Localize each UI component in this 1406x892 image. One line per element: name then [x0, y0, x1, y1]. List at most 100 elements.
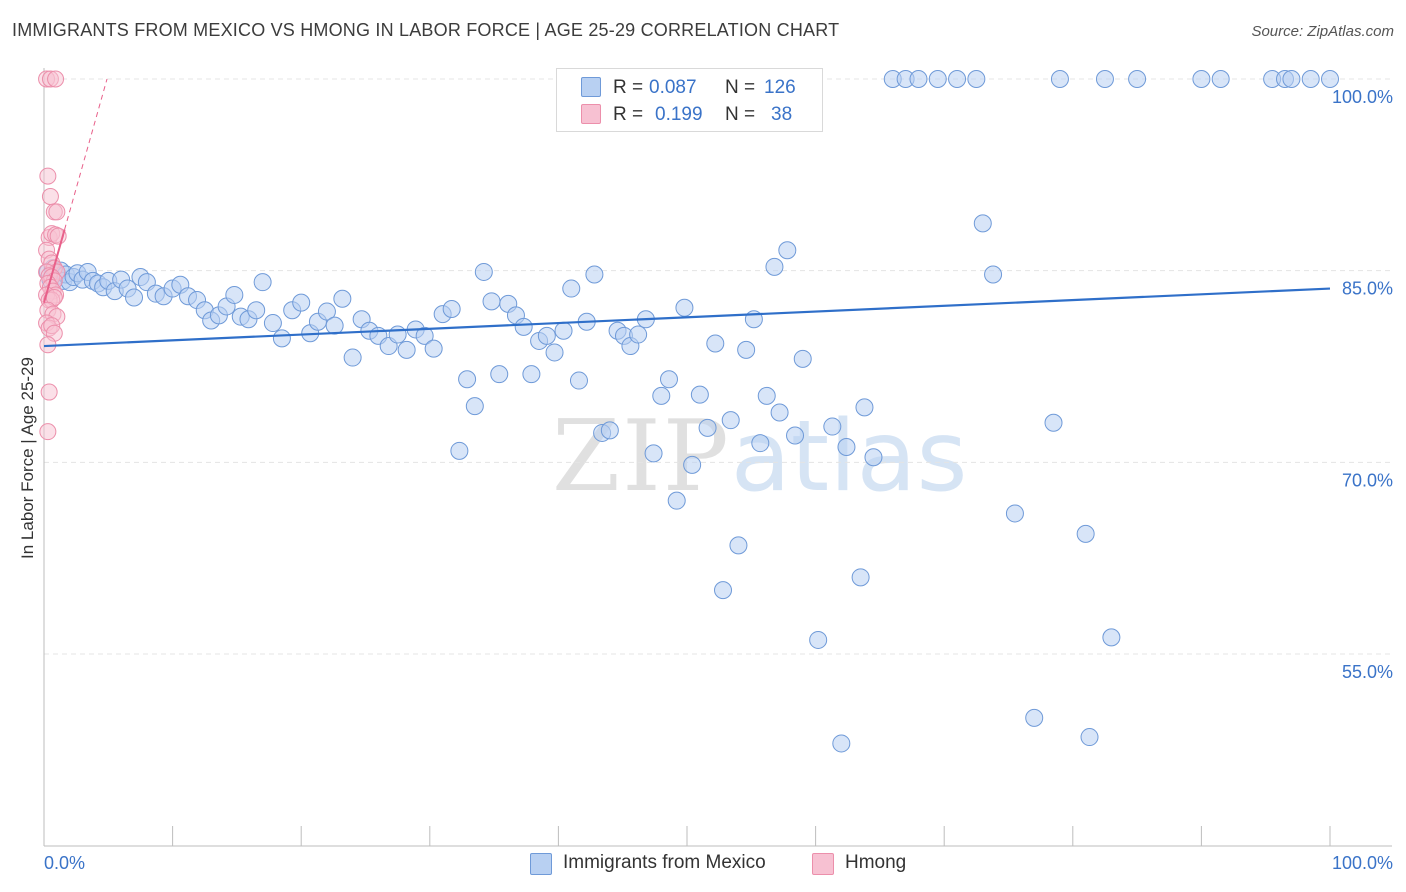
bottom-legend-swatch-mexico — [530, 853, 552, 875]
mexico-point — [928, 70, 947, 88]
y-tick-label: 100.0% — [1332, 87, 1393, 107]
hmong-point — [48, 203, 66, 221]
mexico-trend-line — [43, 287, 1331, 348]
mexico-point — [537, 326, 556, 345]
hmong-point — [41, 188, 59, 206]
tick-label-layer: 55.0% 70.0% 85.0% 100.0% 0.0% 100.0% — [44, 87, 1393, 873]
legend-n-value: 126 — [764, 77, 796, 98]
hmong-point — [39, 167, 57, 185]
mexico-point — [967, 70, 986, 88]
mexico-point — [823, 417, 842, 436]
mexico-point — [415, 326, 434, 345]
mexico-point — [253, 273, 272, 292]
y-axis-label: In Labor Force | Age 25-29 — [18, 357, 37, 559]
mexico-point — [272, 329, 291, 348]
bottom-legend-label-mexico: Immigrants from Mexico — [563, 852, 766, 873]
hmong-points — [38, 70, 67, 441]
mexico-point — [757, 386, 776, 405]
mexico-point — [397, 340, 416, 359]
mexico-point — [698, 418, 717, 437]
mexico-point — [292, 293, 311, 312]
mexico-point — [1211, 70, 1230, 88]
mexico-point — [263, 314, 282, 333]
mexico-point — [317, 302, 336, 321]
mexico-point — [629, 325, 648, 344]
bottom-legend-swatch-hmong — [812, 853, 834, 875]
mexico-point — [474, 262, 493, 281]
mexico-point — [786, 426, 805, 445]
legend-r-label: R = — [613, 104, 644, 125]
mexico-point — [770, 403, 789, 422]
mexico-point — [569, 371, 588, 390]
mexico-point — [1025, 708, 1044, 727]
mexico-point — [984, 265, 1003, 284]
source-credit: Source: ZipAtlas.com — [1251, 23, 1394, 40]
mexico-point — [851, 568, 870, 587]
mexico-point — [793, 349, 812, 368]
mexico-point — [832, 734, 851, 753]
mexico-point — [1095, 70, 1114, 88]
x-tick-label-max: 100.0% — [1332, 853, 1393, 873]
mexico-point — [1301, 70, 1320, 88]
mexico-point — [325, 316, 344, 335]
grid-layer — [44, 78, 1392, 655]
legend-swatch-mexico — [581, 77, 601, 97]
legend-r-value: 0.087 — [649, 77, 697, 98]
mexico-point — [424, 339, 443, 358]
mexico-point — [1282, 70, 1301, 88]
mexico-point — [490, 365, 509, 384]
mexico-point — [1321, 70, 1339, 88]
hmong-point — [40, 383, 58, 401]
mexico-point — [247, 301, 266, 320]
mexico-point — [514, 317, 533, 336]
mexico-point — [644, 444, 663, 463]
mexico-point — [751, 434, 770, 453]
mexico-point — [714, 581, 733, 600]
mexico-point — [442, 300, 461, 318]
mexico-point — [225, 285, 244, 304]
mexico-point — [1102, 628, 1121, 647]
mexico-point — [343, 348, 362, 367]
mexico-point — [1076, 524, 1095, 543]
mexico-point — [545, 343, 564, 362]
mexico-point — [659, 370, 678, 389]
legend-swatch-hmong — [581, 104, 601, 124]
hmong-point — [39, 423, 57, 441]
y-tick-label: 70.0% — [1342, 470, 1393, 490]
y-tick-label: 55.0% — [1342, 662, 1393, 682]
trend-layer — [43, 78, 1331, 348]
mexico-point — [909, 70, 928, 88]
mexico-point — [333, 289, 352, 308]
mexico-point — [683, 455, 702, 474]
mexico-point — [809, 630, 828, 649]
mexico-point — [585, 265, 604, 284]
mexico-points — [38, 70, 1339, 753]
legend-r-label: R = — [613, 77, 644, 98]
mexico-point — [973, 214, 992, 233]
chart-title: IMMIGRANTS FROM MEXICO VS HMONG IN LABOR… — [12, 20, 840, 40]
mexico-point — [465, 397, 484, 416]
mexico-point — [1005, 504, 1024, 523]
mexico-point — [600, 421, 619, 440]
legend-r-value: 0.199 — [655, 104, 703, 125]
mexico-point — [458, 370, 477, 389]
mexico-point — [1128, 70, 1147, 88]
mexico-point — [675, 298, 694, 317]
mexico-point — [522, 365, 541, 384]
x-tick-label-min: 0.0% — [44, 853, 85, 873]
mexico-point — [125, 288, 144, 307]
y-tick-label: 85.0% — [1342, 279, 1393, 299]
mexico-point — [652, 386, 671, 405]
stats-legend: R = 0.087 N = 126 R = 0.199 N = 38 — [556, 68, 823, 132]
mexico-point — [864, 448, 883, 467]
legend-n-value: 38 — [771, 104, 793, 125]
mexico-point — [690, 385, 709, 404]
mexico-point — [1080, 728, 1099, 747]
mexico-point — [765, 257, 784, 276]
mexico-point — [948, 70, 967, 88]
bottom-legend-label-hmong: Hmong — [845, 852, 907, 873]
mexico-point — [855, 398, 874, 417]
mexico-point — [737, 340, 756, 359]
hmong-point — [47, 70, 65, 88]
